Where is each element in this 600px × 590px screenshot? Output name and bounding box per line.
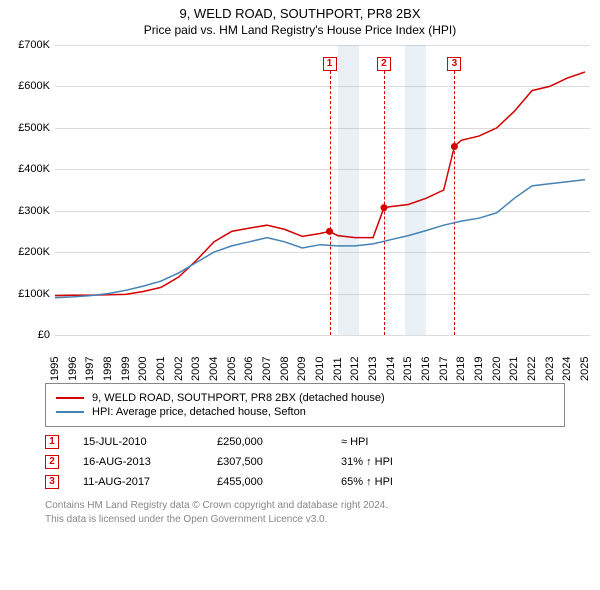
legend-item: HPI: Average price, detached house, Seft… — [56, 406, 554, 418]
footnote-line: This data is licensed under the Open Gov… — [45, 514, 327, 525]
x-axis-label: 2008 — [279, 339, 291, 381]
event-delta: ≈ HPI — [341, 436, 368, 448]
x-axis-label: 2006 — [243, 339, 255, 381]
legend-item: 9, WELD ROAD, SOUTHPORT, PR8 2BX (detach… — [56, 392, 554, 404]
address-title: 9, WELD ROAD, SOUTHPORT, PR8 2BX — [0, 6, 600, 21]
price-events: 1 15-JUL-2010 £250,000 ≈ HPI 2 16-AUG-20… — [45, 435, 600, 489]
legend: 9, WELD ROAD, SOUTHPORT, PR8 2BX (detach… — [45, 383, 565, 427]
event-delta: 31% ↑ HPI — [341, 456, 393, 468]
series-line-hpi — [55, 180, 585, 298]
event-row: 1 15-JUL-2010 £250,000 ≈ HPI — [45, 435, 600, 449]
x-axis-label: 2001 — [155, 339, 167, 381]
legend-swatch-icon — [56, 411, 84, 413]
x-axis-label: 2005 — [226, 339, 238, 381]
x-axis-label: 2012 — [349, 339, 361, 381]
x-axis-label: 2020 — [491, 339, 503, 381]
price-marker-icon — [326, 228, 333, 235]
x-axis-label: 2016 — [420, 339, 432, 381]
series-line-property — [55, 72, 585, 296]
x-axis-label: 2013 — [367, 339, 379, 381]
footnote-line: Contains HM Land Registry data © Crown c… — [45, 500, 388, 511]
legend-label: HPI: Average price, detached house, Seft… — [92, 406, 306, 418]
event-row: 2 16-AUG-2013 £307,500 31% ↑ HPI — [45, 455, 600, 469]
x-axis-label: 2002 — [173, 339, 185, 381]
x-axis-label: 2014 — [385, 339, 397, 381]
x-axis-label: 2007 — [261, 339, 273, 381]
x-axis-label: 2015 — [402, 339, 414, 381]
event-marker-icon: 1 — [45, 435, 59, 449]
event-row: 3 11-AUG-2017 £455,000 65% ↑ HPI — [45, 475, 600, 489]
price-marker-icon — [381, 204, 388, 211]
x-axis-label: 2017 — [438, 339, 450, 381]
x-axis-label: 2004 — [208, 339, 220, 381]
x-axis-label: 2019 — [473, 339, 485, 381]
x-axis-label: 2003 — [190, 339, 202, 381]
x-axis-label: 2018 — [455, 339, 467, 381]
x-axis-label: 1997 — [84, 339, 96, 381]
subtitle: Price paid vs. HM Land Registry's House … — [0, 23, 600, 37]
chart-header: 9, WELD ROAD, SOUTHPORT, PR8 2BX Price p… — [0, 0, 600, 39]
x-axis-label: 2023 — [544, 339, 556, 381]
x-axis-label: 1995 — [49, 339, 61, 381]
x-axis-label: 1999 — [120, 339, 132, 381]
event-price: £250,000 — [217, 436, 317, 448]
event-marker-icon: 2 — [45, 455, 59, 469]
legend-swatch-icon — [56, 397, 84, 399]
x-axis-label: 2025 — [579, 339, 591, 381]
x-axis-label: 2000 — [137, 339, 149, 381]
x-axis-label: 2009 — [296, 339, 308, 381]
x-axis-label: 2021 — [508, 339, 520, 381]
price-marker-icon — [451, 143, 458, 150]
event-date: 11-AUG-2017 — [83, 476, 193, 488]
event-date: 15-JUL-2010 — [83, 436, 193, 448]
event-marker-icon: 3 — [45, 475, 59, 489]
x-axis-label: 1996 — [67, 339, 79, 381]
event-date: 16-AUG-2013 — [83, 456, 193, 468]
x-axis-label: 1998 — [102, 339, 114, 381]
legend-label: 9, WELD ROAD, SOUTHPORT, PR8 2BX (detach… — [92, 392, 385, 404]
event-price: £307,500 — [217, 456, 317, 468]
x-axis-label: 2024 — [561, 339, 573, 381]
x-axis-label: 2011 — [332, 339, 344, 381]
x-axis-label: 2010 — [314, 339, 326, 381]
price-chart: £0£100K£200K£300K£400K£500K£600K£700K199… — [10, 45, 590, 375]
event-delta: 65% ↑ HPI — [341, 476, 393, 488]
event-price: £455,000 — [217, 476, 317, 488]
x-axis-label: 2022 — [526, 339, 538, 381]
footnote: Contains HM Land Registry data © Crown c… — [45, 499, 565, 526]
